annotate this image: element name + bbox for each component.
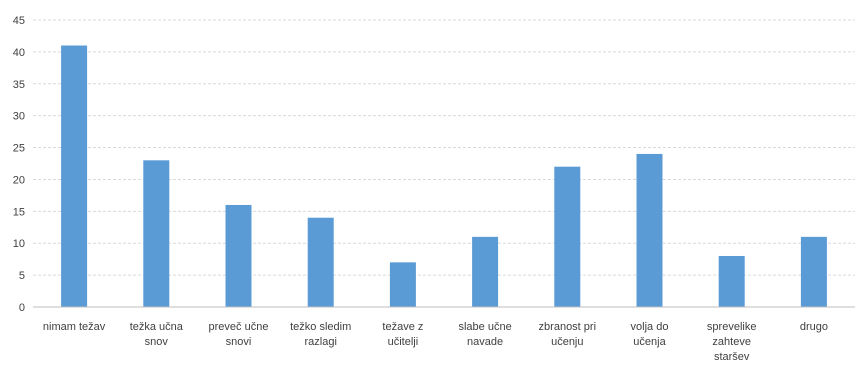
bar-2 — [225, 204, 252, 307]
x-category-label: slabe učne navade — [458, 321, 511, 348]
bar-0 — [61, 45, 88, 308]
x-category-label: preveč učne snovi — [209, 321, 269, 348]
y-tick-label: 40 — [13, 47, 25, 59]
y-tick-label: 30 — [13, 111, 25, 123]
x-category-label: težko sledim razlagi — [290, 321, 351, 348]
y-tick-label: 5 — [19, 270, 25, 282]
bar-9 — [800, 236, 827, 307]
bar-7 — [636, 153, 663, 307]
y-tick-label: 0 — [19, 302, 25, 314]
y-tick-label: 45 — [13, 15, 25, 27]
x-category-label: volja do učenja — [631, 321, 669, 348]
x-category-label: zbranost pri učenju — [539, 321, 596, 348]
x-category-label: težave z učitelji — [382, 321, 423, 348]
bar-8 — [718, 255, 745, 307]
x-category-label: nimam težav — [43, 321, 106, 333]
y-tick-label: 20 — [13, 174, 25, 186]
y-tick-label: 15 — [13, 206, 25, 218]
bar-1 — [143, 160, 170, 307]
x-category-label: težka učna snov — [130, 321, 184, 348]
y-tick-label: 35 — [13, 79, 25, 91]
gridlines — [33, 19, 855, 276]
bar-3 — [307, 217, 334, 307]
y-axis-ticks: 0 5 10 15 20 25 30 35 40 45 — [13, 15, 25, 314]
bar-4 — [389, 262, 416, 307]
bar-5 — [472, 236, 499, 307]
x-axis-labels: nimam težav težka učna snov preveč učne snov… — [43, 321, 828, 363]
x-category-label: sprevelike zahteve staršev — [707, 321, 757, 363]
x-category-label: drugo — [800, 321, 828, 333]
bars — [61, 45, 827, 308]
y-tick-label: 10 — [13, 238, 25, 250]
bar-6 — [554, 166, 581, 307]
y-tick-label: 25 — [13, 143, 25, 155]
